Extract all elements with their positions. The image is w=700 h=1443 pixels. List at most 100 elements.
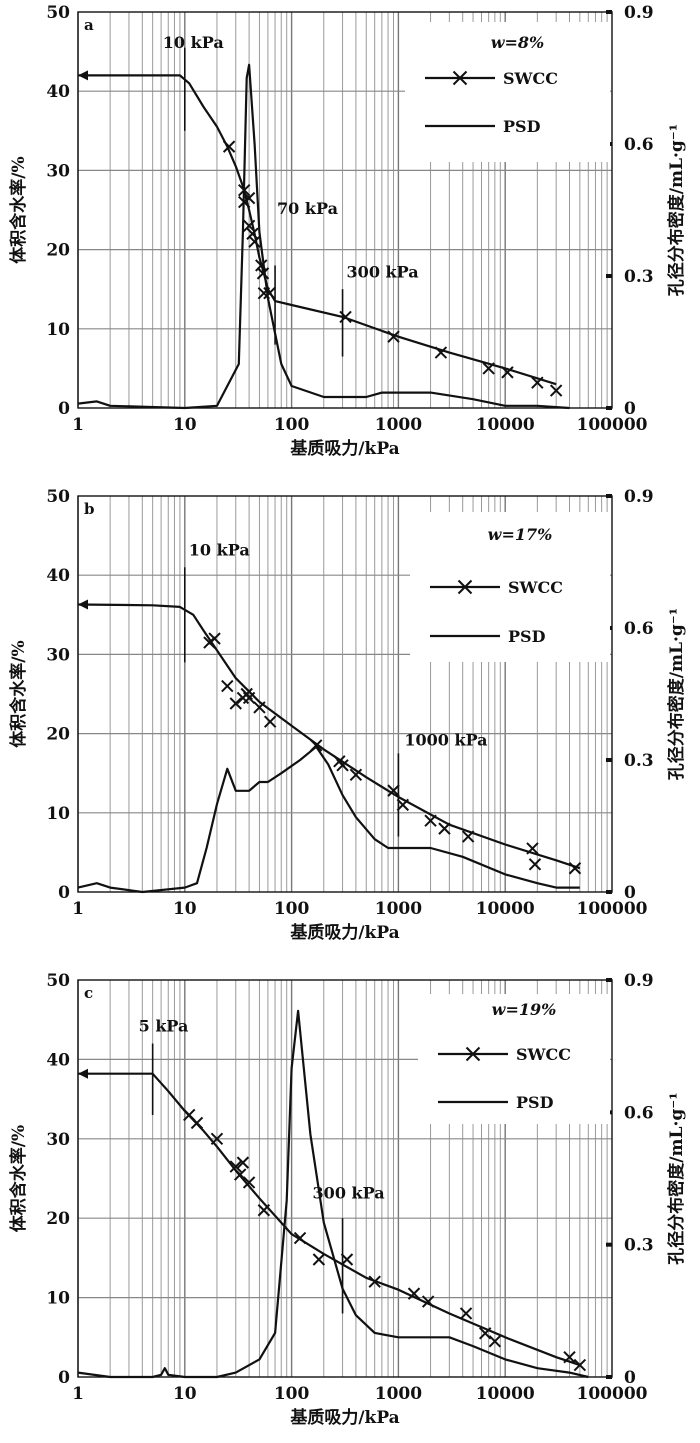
- series-line-psd: [77, 1009, 589, 1379]
- x-tick-label: 100: [274, 1384, 310, 1404]
- data-point-swcc: [242, 1176, 256, 1189]
- x-tick-label: 100: [274, 415, 310, 435]
- annotation-label: 300 kPa: [347, 262, 419, 281]
- y2-tick-label: 0: [624, 883, 636, 903]
- legend-psd-label: PSD: [503, 117, 541, 136]
- legend-swcc-label: SWCC: [516, 1045, 571, 1064]
- x-tick-label: 10: [173, 415, 197, 435]
- data-point-swcc: [387, 784, 400, 797]
- y-tick-label: 10: [46, 804, 70, 824]
- y-tick-label: 30: [46, 1130, 70, 1150]
- y-tick-label: 0: [58, 883, 70, 903]
- y2-tick-label: 0.6: [624, 135, 654, 155]
- data-point-swcc: [549, 384, 563, 397]
- y2-tick-label: 0.3: [624, 751, 654, 771]
- chart-panel-a: 1 10 100 1000 10000 1000000102030405000.30.60…: [8, 3, 687, 459]
- plot-frame: [77, 979, 613, 1378]
- data-point-swcc: [438, 822, 451, 835]
- legend: w=8% SWCC PSD: [405, 22, 610, 162]
- x-tick-label: 10000: [476, 1384, 535, 1404]
- x-tick-label: 1: [72, 1384, 84, 1404]
- x-tick-label: 1: [72, 415, 84, 435]
- y-tick-label: 20: [46, 241, 70, 261]
- data-point-swcc: [501, 366, 514, 379]
- data-point-swcc: [229, 697, 242, 710]
- series-start-marker: [78, 1068, 88, 1079]
- x-tick-label: 1000: [375, 899, 422, 919]
- annotation-label: 70 kPa: [277, 199, 338, 218]
- data-point-swcc: [434, 346, 448, 359]
- y-axis-label: 体积含水率/%: [8, 156, 29, 263]
- y-tick-label: 40: [46, 82, 70, 102]
- x-tick-label: 1000: [375, 415, 422, 435]
- x-tick-label: 10000: [476, 899, 535, 919]
- data-point-swcc: [387, 330, 400, 343]
- y-tick-label: 50: [46, 971, 70, 991]
- data-point-swcc: [221, 679, 234, 693]
- y-tick-label: 10: [46, 320, 70, 340]
- y2-axis-label: 孔径分布密度/mL·g⁻¹: [666, 1092, 687, 1264]
- data-point-swcc: [407, 1287, 421, 1300]
- data-point-swcc: [263, 715, 277, 728]
- y-tick-label: 10: [46, 1289, 70, 1309]
- series-start-marker: [78, 70, 88, 81]
- series-line-psd: [77, 745, 580, 894]
- data-point-swcc: [293, 1231, 307, 1245]
- data-point-swcc: [208, 632, 221, 645]
- data-point-swcc: [222, 140, 236, 153]
- plot-frame: [77, 495, 613, 893]
- data-point-swcc: [236, 1156, 250, 1169]
- x-tick-label: 100000: [577, 899, 648, 919]
- y2-tick-label: 0.3: [624, 1236, 654, 1256]
- data-point-swcc: [479, 1327, 492, 1340]
- legend: w=17% SWCC PSD: [410, 512, 610, 662]
- data-point-swcc: [531, 376, 544, 389]
- y-tick-label: 30: [46, 161, 70, 181]
- data-point-swcc: [482, 362, 495, 375]
- x-tick-label: 10: [173, 899, 197, 919]
- data-point-swcc: [242, 219, 256, 233]
- data-point-swcc: [563, 1350, 576, 1364]
- legend-swcc-marker: [457, 579, 473, 595]
- y-tick-label: 50: [46, 487, 70, 507]
- annotation-label: 10 kPa: [189, 540, 250, 559]
- y2-axis-label: 孔径分布密度/mL·g⁻¹: [666, 124, 687, 296]
- annotation-label: 1000 kPa: [404, 730, 487, 749]
- y2-tick-label: 0.9: [624, 487, 654, 507]
- data-point-swcc: [421, 1295, 435, 1308]
- annotation-label: 5 kPa: [139, 1017, 189, 1036]
- y2-tick-label: 0: [624, 399, 636, 419]
- x-tick-label: 100000: [577, 415, 648, 435]
- data-point-swcc: [246, 227, 259, 240]
- y-tick-label: 40: [46, 1050, 70, 1070]
- data-point-swcc: [257, 1204, 271, 1217]
- x-tick-label: 10: [173, 1384, 197, 1404]
- data-point-swcc: [256, 267, 270, 280]
- data-point-swcc: [368, 1275, 381, 1288]
- legend-psd-label: PSD: [516, 1093, 554, 1112]
- chart-panel-b: 1 10 100 1000 10000 1000000102030405000.30.60…: [8, 487, 687, 943]
- data-point-swcc: [488, 1335, 502, 1348]
- y-tick-label: 40: [46, 566, 70, 586]
- data-point-swcc: [461, 830, 475, 843]
- data-point-swcc: [229, 1160, 242, 1173]
- y2-axis-label: 孔径分布密度/mL·g⁻¹: [666, 608, 687, 780]
- legend-swcc-marker: [465, 1046, 481, 1062]
- data-point-swcc: [568, 862, 582, 875]
- series-line-swcc: [78, 1072, 581, 1367]
- x-tick-label: 100000: [577, 1384, 648, 1404]
- data-point-swcc: [528, 858, 542, 871]
- legend-title: w=17%: [488, 525, 553, 544]
- y2-tick-label: 0.9: [624, 3, 654, 23]
- x-axis-label: 基质吸力/kPa: [289, 1407, 399, 1428]
- data-point-swcc: [336, 759, 349, 772]
- panel-letter: b: [84, 500, 95, 518]
- data-point-swcc: [253, 701, 266, 714]
- data-point-swcc: [190, 1116, 204, 1130]
- data-point-swcc: [312, 1253, 326, 1266]
- legend-psd-label: PSD: [508, 627, 546, 646]
- data-point-swcc: [349, 768, 363, 781]
- legend-swcc-label: SWCC: [503, 69, 558, 88]
- series-line-swcc: [78, 74, 557, 386]
